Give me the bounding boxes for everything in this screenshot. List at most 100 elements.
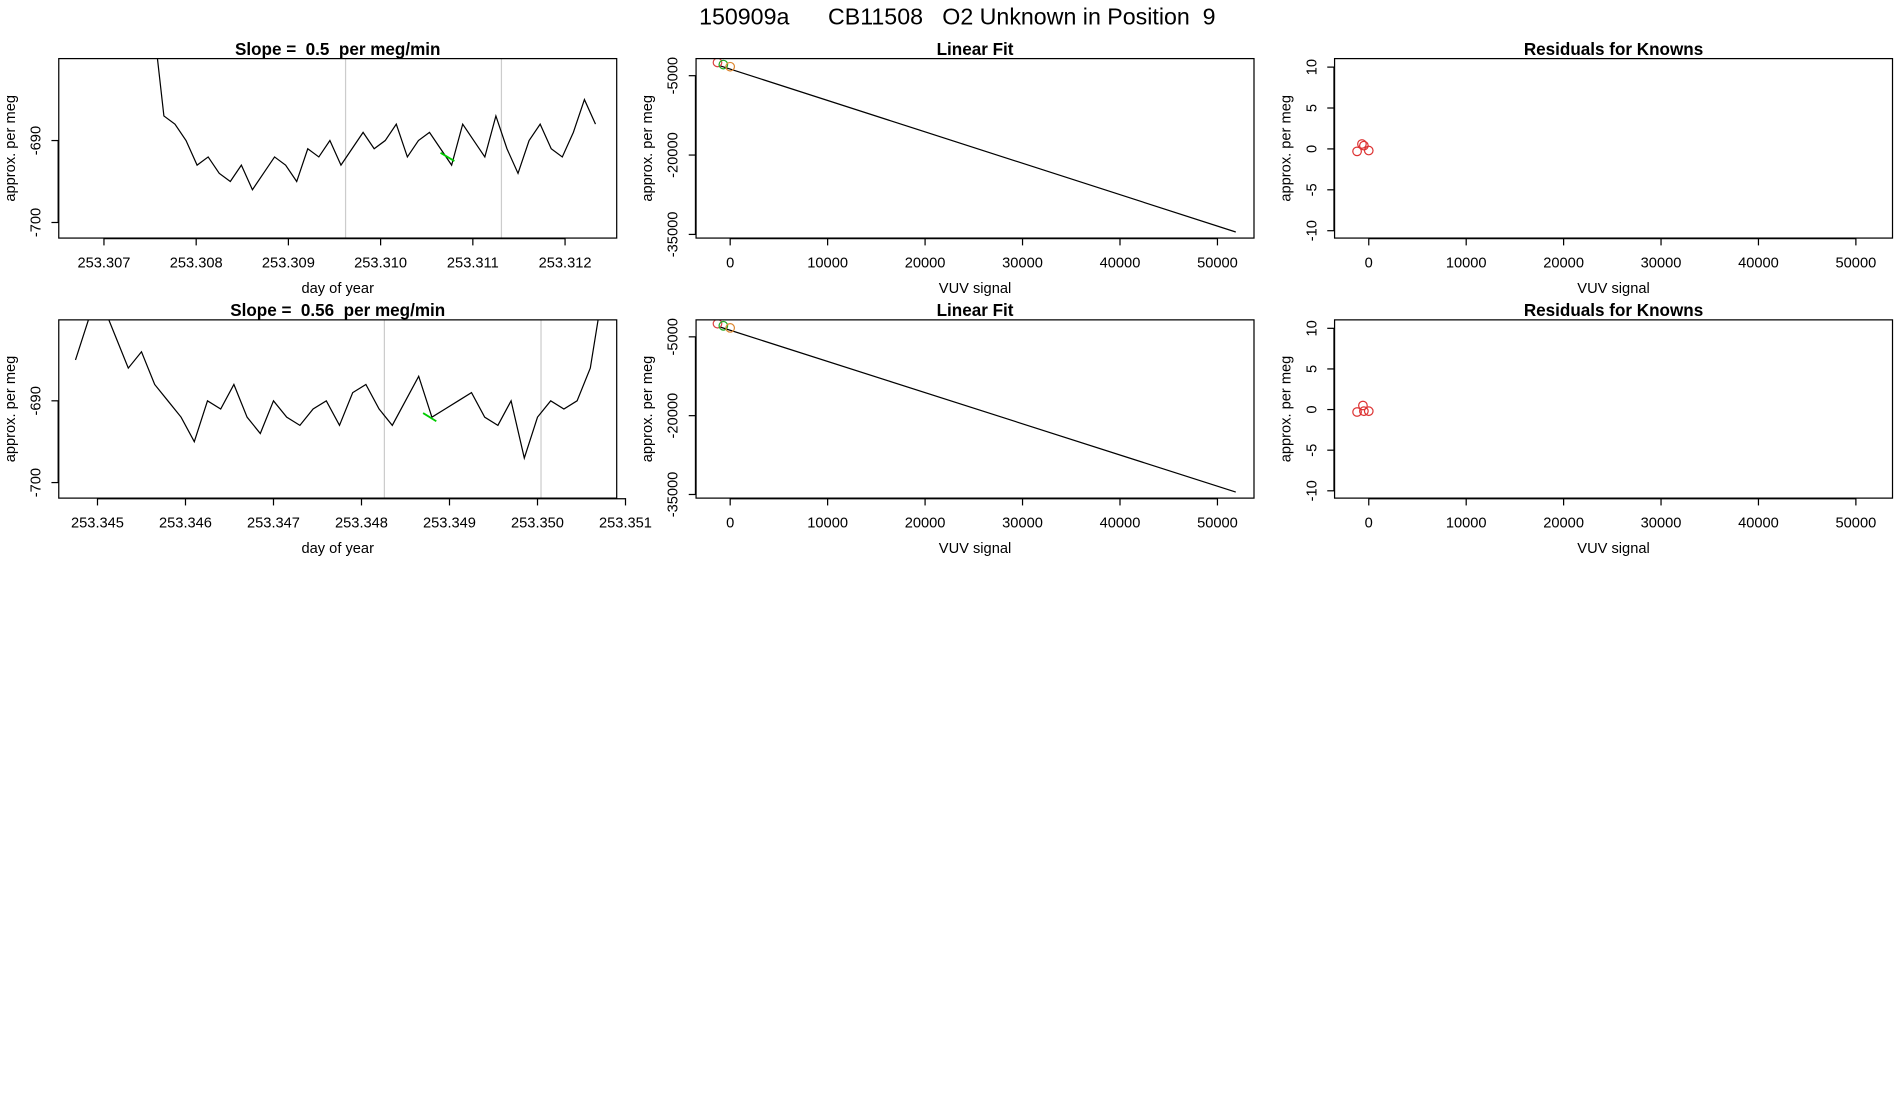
y-tick-label: 5 — [1304, 365, 1320, 373]
point — [725, 323, 736, 333]
panel: Residuals for Knowns VUV signal approx. pe… — [1279, 301, 1894, 557]
y-tick-label: -20000 — [666, 132, 682, 178]
series-line — [156, 58, 597, 191]
point — [1352, 407, 1362, 417]
x-axis-label: VUV signal — [939, 281, 1011, 297]
x-tick-label: 253.347 — [247, 515, 300, 531]
x-tick-label: 50000 — [1836, 515, 1877, 531]
x-tick-label: 40000 — [1738, 255, 1779, 271]
highlight-line — [440, 152, 455, 162]
panel-title: Residuals for Knowns — [1524, 40, 1703, 59]
x-tick-label: 10000 — [1446, 515, 1487, 531]
y-tick-label: -10 — [1304, 220, 1320, 241]
point — [1363, 145, 1374, 156]
panel: Slope = 0.56 per meg/min day of year appro… — [3, 301, 652, 557]
x-tick-label: 253.349 — [423, 515, 476, 531]
x-tick-label: 20000 — [1543, 515, 1584, 531]
x-axis-label: day of year — [302, 541, 375, 557]
panel: Linear Fit VUV signal approx. per meg 0 1000… — [640, 40, 1255, 297]
y-axis-label: approx. per meg — [3, 356, 19, 463]
x-tick-label: 0 — [726, 515, 734, 531]
series-line — [74, 319, 599, 461]
y-tick-label: 0 — [1304, 145, 1320, 153]
x-tick-label: 0 — [1365, 515, 1373, 531]
y-tick-label: -690 — [28, 386, 44, 415]
point — [1363, 406, 1374, 417]
point — [712, 319, 723, 329]
point — [1357, 139, 1367, 149]
plot-area — [712, 58, 1236, 233]
x-tick-label: 253.309 — [262, 255, 315, 271]
y-axis-label: approx. per meg — [640, 356, 656, 463]
x-tick-label: 50000 — [1197, 255, 1238, 271]
plot-frame — [1333, 57, 1894, 239]
highlight-line — [422, 412, 437, 423]
x-tick-label: 253.350 — [511, 515, 564, 531]
x-tick-label: 10000 — [1446, 255, 1487, 271]
fit-line — [720, 65, 1236, 233]
x-tick-label: 253.307 — [77, 255, 130, 271]
panel: Slope = 0.5 per meg/min day of year approx… — [3, 40, 618, 297]
point — [712, 58, 723, 68]
x-tick-label: 30000 — [1002, 255, 1043, 271]
x-axis-label: VUV signal — [939, 541, 1011, 557]
y-axis-label: approx. per meg — [1279, 95, 1295, 202]
panel-title: Residuals for Knowns — [1524, 301, 1703, 320]
x-tick-label: 253.311 — [447, 255, 499, 271]
x-tick-label: 253.351 — [599, 515, 652, 531]
point — [1352, 146, 1362, 157]
point — [725, 61, 736, 72]
plot-frame — [58, 57, 618, 239]
x-tick-label: 20000 — [905, 515, 946, 531]
plot-area — [1352, 400, 1374, 417]
x-tick-label: 253.348 — [335, 515, 388, 531]
y-tick-label: -10 — [1304, 480, 1320, 501]
y-axis-label: approx. per meg — [640, 95, 656, 202]
plot-frame — [695, 57, 1255, 239]
x-axis-label: day of year — [302, 281, 375, 297]
plot-area — [156, 58, 597, 239]
panel: Residuals for Knowns VUV signal approx. pe… — [1279, 40, 1894, 297]
y-tick-label: 10 — [1304, 320, 1320, 336]
x-tick-label: 40000 — [1100, 255, 1141, 271]
x-axis-label: VUV signal — [1577, 541, 1649, 557]
x-tick-label: 30000 — [1002, 515, 1043, 531]
x-tick-label: 0 — [1365, 255, 1373, 271]
point — [718, 59, 729, 70]
point — [718, 320, 729, 331]
plot-area — [1352, 139, 1374, 157]
y-tick-label: -5 — [1304, 183, 1320, 196]
point — [1359, 140, 1369, 151]
point — [1358, 400, 1368, 411]
y-tick-label: 5 — [1304, 104, 1320, 112]
x-tick-label: 50000 — [1197, 515, 1238, 531]
y-tick-label: -690 — [28, 126, 44, 155]
panel-title: Slope = 0.5 per meg/min — [235, 40, 440, 59]
x-tick-label: 253.346 — [159, 515, 212, 531]
plot-area — [712, 319, 1236, 493]
x-tick-label: 10000 — [807, 255, 848, 271]
x-tick-label: 10000 — [807, 515, 848, 531]
y-tick-label: -5000 — [666, 57, 682, 94]
plot-area — [74, 319, 599, 499]
x-axis-label: VUV signal — [1577, 281, 1649, 297]
x-tick-label: 50000 — [1836, 255, 1877, 271]
y-tick-label: -35000 — [666, 472, 682, 518]
x-tick-label: 40000 — [1100, 515, 1141, 531]
y-tick-label: -700 — [28, 208, 44, 237]
x-tick-label: 253.308 — [170, 255, 223, 271]
plot-frame — [58, 319, 618, 499]
point — [1359, 406, 1369, 417]
fit-line — [720, 326, 1236, 493]
x-tick-label: 253.310 — [354, 255, 407, 271]
panel-title: Slope = 0.56 per meg/min — [230, 301, 445, 320]
x-tick-label: 253.312 — [539, 255, 592, 271]
panel: Linear Fit VUV signal approx. per meg 0 1000… — [640, 301, 1255, 557]
plot-frame — [1333, 319, 1894, 499]
plot-frame — [695, 319, 1255, 499]
y-tick-label: -5 — [1304, 444, 1320, 457]
x-tick-label: 253.345 — [71, 515, 124, 531]
x-tick-label: 20000 — [905, 255, 946, 271]
